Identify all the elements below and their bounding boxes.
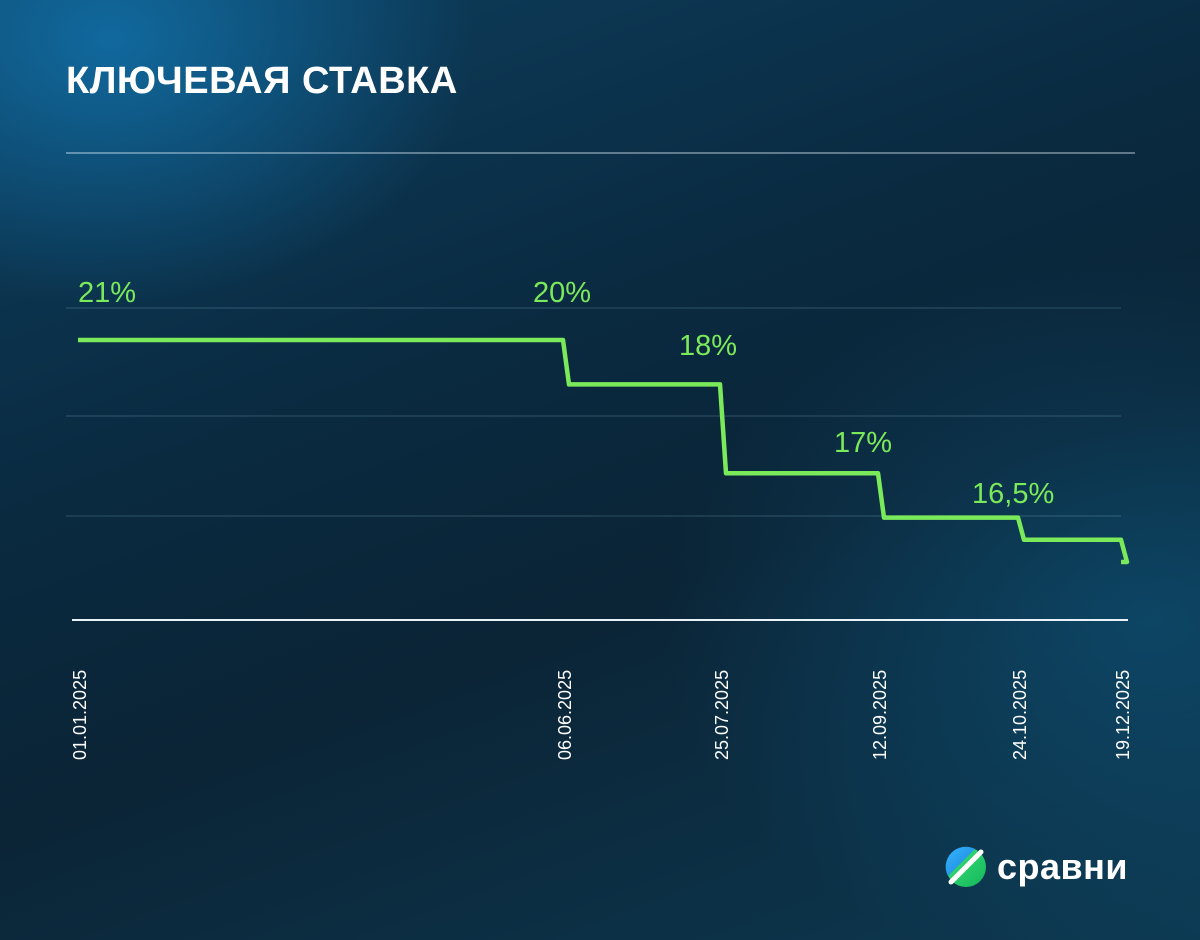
x-tick-label-3: 25.07.2025 [712, 670, 732, 760]
data-label-2: 20% [533, 277, 591, 309]
brand-logo: сравни [945, 846, 1128, 888]
sravni-logo-icon [945, 846, 986, 887]
data-label-4: 17% [834, 427, 892, 459]
rate-step-line [78, 337, 1130, 565]
chart-title: КЛЮЧЕВАЯ СТАВКА [66, 60, 458, 102]
data-label-1: 21% [78, 277, 136, 309]
brand-name: сравни [997, 846, 1129, 887]
data-label-5: 16,5% [972, 478, 1054, 510]
x-tick-label-4: 12.09.2025 [870, 670, 890, 760]
data-label-3: 18% [679, 330, 737, 362]
x-tick-label-5: 24.10.2025 [1010, 670, 1030, 760]
x-tick-label-1: 01.01.2025 [70, 670, 90, 760]
x-tick-label-2: 06.06.2025 [555, 670, 575, 760]
x-tick-label-6: 19.12.2025 [1113, 670, 1133, 760]
